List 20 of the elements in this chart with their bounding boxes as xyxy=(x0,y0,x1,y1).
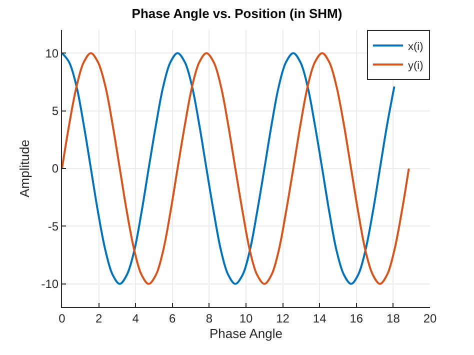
y-axis-title: Amplitude xyxy=(17,140,32,198)
x-axis-title: Phase Angle xyxy=(209,326,283,341)
x-tick-label: 14 xyxy=(312,311,327,326)
x-tick-label: 18 xyxy=(386,311,400,326)
y-tick-label: 0 xyxy=(52,162,59,176)
x-tick-label: 8 xyxy=(206,311,213,326)
legend-label: y(i) xyxy=(408,60,424,72)
x-tick-label: 2 xyxy=(95,311,102,326)
x-tick-label: 6 xyxy=(169,311,176,326)
x-tick-label: 20 xyxy=(423,311,437,326)
x-tick-label: 10 xyxy=(239,311,253,326)
y-tick-label: 5 xyxy=(52,104,59,118)
x-tick-label: 16 xyxy=(350,311,364,326)
y-tick-label: -10 xyxy=(41,277,59,292)
x-tick-label: 12 xyxy=(276,311,290,326)
y-tick-label: -5 xyxy=(48,219,59,234)
y-tick-label: 10 xyxy=(45,46,59,60)
x-tick-label: 4 xyxy=(132,311,140,326)
legend-label: x(i) xyxy=(408,40,424,53)
chart-title: Phase Angle vs. Position (in SHM) xyxy=(132,6,342,21)
